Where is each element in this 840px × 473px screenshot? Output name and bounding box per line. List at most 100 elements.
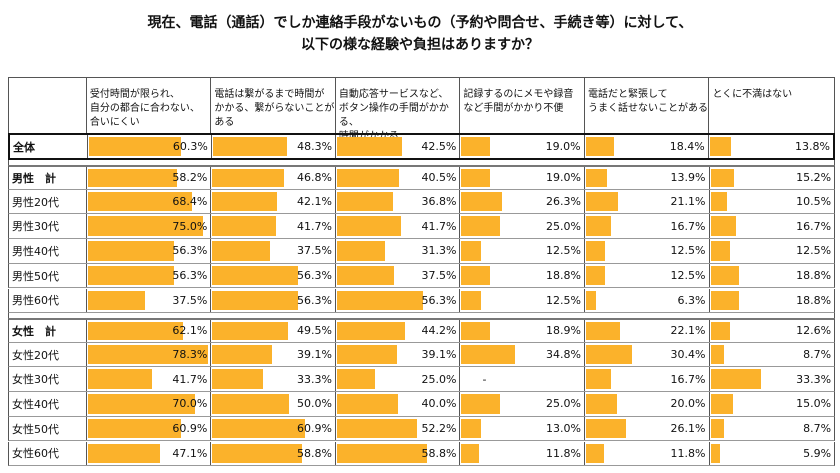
bar	[585, 216, 612, 237]
value-label: 30.4%	[670, 348, 706, 362]
bar	[461, 265, 491, 286]
chart-title-line2: 以下の様な経験や負担はありますか？	[301, 37, 539, 53]
data-cell: 58.8%	[336, 441, 461, 466]
bar	[212, 137, 287, 156]
data-cell: 12.6%	[710, 320, 835, 342]
value-label: 56.3%	[172, 244, 208, 258]
value-label: 22.1%	[670, 324, 706, 338]
data-cell: 78.3%	[87, 342, 212, 367]
table-row: 男性40代 56.3% 37.5% 31.3% 12.5% 12.5% 12.5%	[8, 239, 835, 264]
data-cell: 39.1%	[211, 342, 336, 367]
value-label: 18.8%	[796, 293, 832, 307]
data-cell: 60.9%	[87, 416, 212, 441]
value-label: 58.8%	[296, 446, 332, 460]
data-cell: 10.5%	[710, 190, 835, 214]
bar	[87, 290, 146, 311]
data-cell: 39.1%	[336, 342, 461, 367]
value-label: 18.8%	[546, 269, 581, 283]
bar	[87, 169, 177, 187]
data-cell: 26.3%	[460, 189, 585, 214]
value-label: 34.8%	[546, 348, 581, 362]
bar	[585, 290, 596, 311]
data-cell: 41.7%	[87, 367, 212, 392]
value-label: 5.9%	[803, 446, 832, 460]
row-label: 男性40代	[9, 239, 87, 263]
bar	[87, 418, 181, 439]
value-label: 58.2%	[172, 171, 208, 185]
table-row: 全体 60.3% 48.3% 42.5% 19.0% 18.4% 13.8%	[8, 133, 835, 160]
data-cell: 40.5%	[336, 167, 461, 189]
bar	[710, 369, 762, 390]
column-header: 電話は繋がるまで時間が かかる、繋がらないことが ある	[211, 78, 336, 133]
data-cell: 12.5%	[710, 239, 835, 263]
bar	[212, 322, 289, 340]
data-cell: 8.7%	[710, 343, 835, 367]
data-cell: 37.5%	[87, 288, 212, 313]
value-label: 15.0%	[796, 397, 832, 411]
bar	[710, 241, 730, 261]
data-cell: 8.7%	[710, 417, 835, 441]
value-label: 12.6%	[796, 324, 832, 338]
value-label: 36.8%	[421, 195, 457, 209]
data-cell: 40.0%	[336, 392, 461, 416]
value-label: 50.0%	[296, 397, 332, 411]
bar	[87, 394, 195, 414]
data-cell: 12.5%	[460, 288, 585, 313]
column-header-line: ボタン操作の手間がかかる、	[338, 103, 449, 128]
value-label: 16.7%	[670, 219, 706, 233]
bar	[212, 216, 277, 237]
column-header-line: うまく話せないことがある	[587, 103, 708, 114]
value-label: 39.1%	[421, 348, 457, 362]
value-label: 13.0%	[546, 422, 581, 436]
value-label: 25.0%	[421, 372, 457, 386]
value-label: 26.3%	[546, 195, 581, 209]
value-label: 44.2%	[421, 324, 457, 338]
column-header-line: 自分の都合に合わない、	[89, 103, 200, 114]
bar	[710, 344, 724, 365]
value-label: 62.1%	[172, 324, 208, 338]
data-cell: 70.0%	[87, 392, 212, 416]
bar	[710, 265, 740, 286]
data-cell: 25.0%	[336, 367, 461, 392]
row-label: 男性20代	[9, 189, 87, 214]
data-cell: 13.9%	[585, 167, 710, 189]
header-blank	[9, 78, 87, 133]
bar	[585, 322, 620, 340]
value-label: 33.3%	[296, 372, 332, 386]
bar	[710, 216, 736, 237]
bar	[212, 443, 303, 464]
table-row: 男性20代 68.4% 42.1% 36.8% 26.3% 21.1% 10.5%	[8, 189, 835, 215]
bar	[710, 394, 734, 414]
bar	[212, 369, 264, 390]
value-label: 68.4%	[172, 195, 208, 209]
bar	[585, 169, 608, 187]
data-cell: 16.7%	[585, 214, 710, 239]
value-label: 20.0%	[670, 397, 706, 411]
value-label: 56.3%	[172, 269, 208, 283]
value-label: 16.7%	[796, 219, 832, 233]
bar	[710, 191, 727, 212]
value-label: 13.9%	[670, 171, 706, 185]
value-label: 12.5%	[546, 244, 581, 258]
value-label: 37.5%	[172, 293, 208, 307]
column-header: 受付時間が限られ、 自分の都合に合わない、 合いにくい	[87, 78, 212, 133]
data-cell: 5.9%	[710, 442, 835, 466]
data-cell: 58.2%	[87, 167, 212, 189]
bar	[336, 418, 417, 439]
table-row: 男性30代 75.0% 41.7% 41.7% 25.0% 16.7% 16.7%	[8, 214, 835, 240]
data-cell: 31.3%	[336, 239, 461, 263]
value-label: 25.0%	[546, 397, 581, 411]
row-label: 男性30代	[9, 214, 87, 239]
group-spacer	[8, 313, 835, 318]
data-cell: 52.2%	[336, 416, 461, 441]
table-row: 女性60代 47.1% 58.8% 58.8% 11.8% 11.8% 5.9%	[8, 441, 835, 467]
row-label: 全体	[10, 135, 88, 158]
data-cell: 60.3%	[88, 135, 212, 158]
value-label: 31.3%	[421, 244, 457, 258]
column-header: 記録するのにメモや録音 など手間がかかり不便	[460, 78, 585, 133]
bar	[585, 241, 606, 261]
data-cell: 19.0%	[460, 135, 585, 158]
bar	[87, 216, 203, 237]
bar	[336, 344, 397, 365]
